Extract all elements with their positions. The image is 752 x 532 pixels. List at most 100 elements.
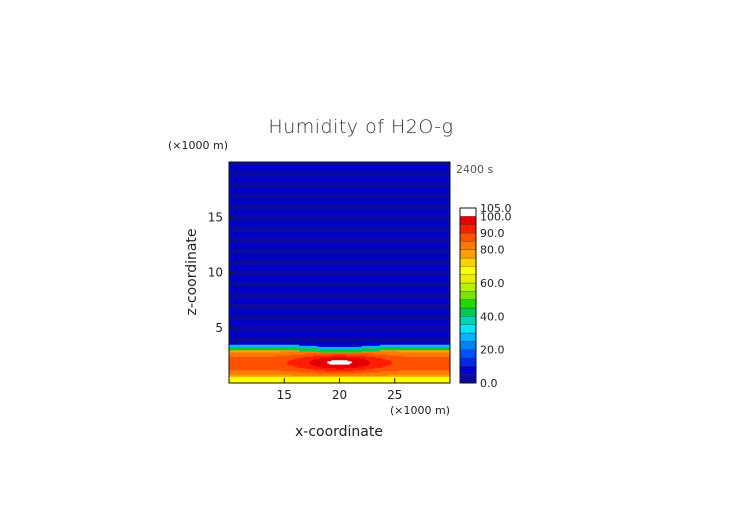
heatmap-cell (229, 321, 451, 323)
heatmap-cell (325, 369, 354, 372)
heatmap-cell (229, 331, 451, 333)
heatmap-cell (403, 355, 451, 357)
heatmap-cell (343, 367, 375, 370)
heatmap-cell (229, 299, 451, 301)
heatmap-cell (229, 276, 451, 279)
heatmap-cell (229, 347, 318, 350)
heatmap-cell (229, 364, 290, 366)
y-tick-label: 5 (215, 321, 223, 335)
heatmap-cell (229, 190, 451, 193)
heatmap-cell (229, 303, 451, 305)
heatmap-cell (229, 182, 451, 185)
heatmap-cell (229, 244, 451, 247)
heatmap-cell (299, 370, 381, 373)
heatmap-cell (229, 223, 451, 226)
heatmap-cell (229, 213, 451, 216)
heatmap-cell (229, 323, 451, 325)
heatmap-cell (351, 362, 371, 364)
colorbar-swatch (459, 332, 477, 342)
heatmap-cell (229, 305, 451, 308)
heatmap-cell (229, 179, 451, 182)
heatmap-cell (229, 327, 451, 330)
heatmap-cell (229, 175, 451, 177)
heatmap-cell (299, 349, 381, 352)
colorbar-label: 20.0 (480, 344, 505, 357)
heatmap-cell (229, 290, 451, 292)
heatmap-cell (229, 294, 451, 297)
heatmap-cell (229, 310, 451, 312)
heatmap-cell (229, 311, 451, 313)
heatmap-cell (229, 222, 451, 225)
colorbar-swatch (459, 366, 477, 375)
heatmap-cell (229, 245, 451, 248)
heatmap-cell (229, 356, 304, 358)
heatmap-cell (327, 360, 352, 363)
heatmap-cell (379, 349, 451, 352)
heatmap-cell (229, 279, 451, 281)
heatmap-cell (229, 166, 451, 168)
heatmap-cell (229, 217, 451, 219)
colorbar-swatch (459, 282, 477, 292)
heatmap-cell (229, 334, 451, 336)
heatmap-cell (229, 371, 318, 374)
heatmap-cell (229, 234, 451, 237)
heatmap-cell (229, 363, 288, 365)
colorbar-swatch (459, 357, 477, 367)
colorbar-swatch (459, 291, 477, 300)
heatmap-cell (229, 232, 451, 235)
colorbar-label: 90.0 (480, 227, 505, 240)
colorbar-swatch (459, 257, 477, 267)
heatmap-cell (229, 163, 451, 165)
heatmap-cell (229, 162, 451, 164)
heatmap-cell (229, 318, 451, 321)
heatmap-cell (289, 359, 312, 362)
y-tick-label: 15 (208, 210, 223, 224)
heatmap-cell (347, 359, 369, 362)
heatmap-cell (229, 268, 451, 270)
heatmap-cell (229, 367, 306, 370)
heatmap-cell (379, 344, 451, 346)
heatmap-cell (281, 350, 318, 353)
heatmap-cell (229, 239, 451, 241)
colorbar-label: 40.0 (480, 310, 505, 323)
heatmap-cell (229, 254, 451, 257)
heatmap-cell (229, 354, 292, 356)
heatmap-cell (299, 346, 381, 349)
heatmap-cell (229, 173, 451, 175)
heatmap-cell (229, 224, 451, 227)
heatmap-cell (229, 178, 451, 181)
colorbar-swatch (459, 374, 477, 384)
heatmap-cell (229, 229, 451, 231)
heatmap-cell (229, 203, 451, 206)
heatmap-cell (229, 360, 288, 363)
heatmap-cell (391, 362, 451, 364)
heatmap-cell (229, 287, 451, 290)
heatmap-cell (229, 376, 451, 378)
heatmap-cell (349, 363, 371, 365)
heatmap-cell (229, 227, 451, 229)
colorbar-swatch (459, 232, 477, 242)
heatmap-cell (229, 199, 451, 202)
heatmap-cell (361, 371, 451, 374)
colorbar-swatch (459, 274, 477, 284)
heatmap-cell (229, 332, 451, 334)
heatmap-cell (229, 174, 451, 176)
heatmap-cell (397, 369, 451, 372)
heatmap-cell (229, 278, 451, 280)
colorbar-frame (459, 207, 477, 384)
heatmap-field (229, 162, 451, 384)
heatmap-cell (297, 366, 322, 368)
heatmap-cell (229, 252, 451, 255)
heatmap-cell (321, 366, 358, 368)
heatmap-cell (229, 240, 451, 242)
heatmap-cell (229, 335, 451, 337)
colorbar-swatch (459, 324, 477, 334)
colorbar-swatch (459, 349, 477, 359)
heatmap-cell (229, 346, 300, 349)
heatmap-cell (229, 348, 451, 351)
heatmap-cell (361, 345, 451, 347)
heatmap-cell (353, 369, 399, 372)
heatmap-cell (229, 304, 451, 307)
heatmap-cell (229, 263, 451, 266)
heatmap-cell (229, 197, 451, 199)
